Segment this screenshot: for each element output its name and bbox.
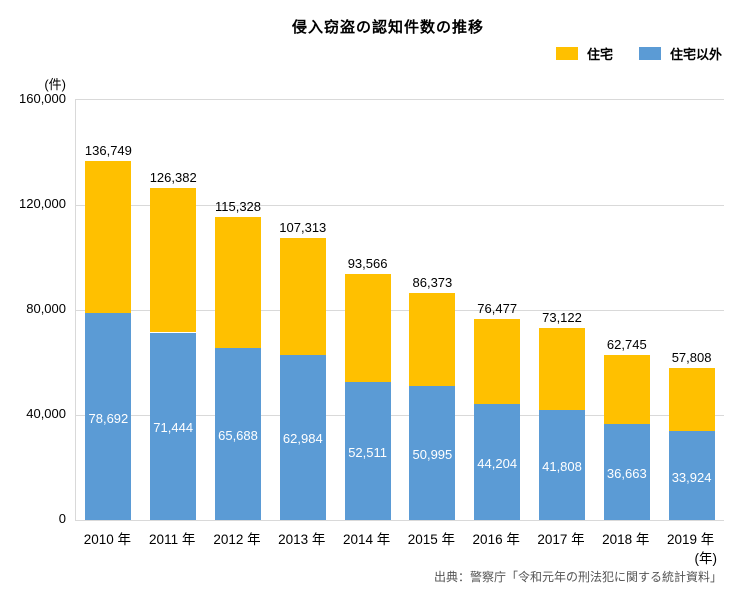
- bar-value-label: 65,688: [218, 427, 258, 443]
- y-axis-unit-label: (件): [44, 77, 66, 92]
- gridline: [76, 310, 724, 311]
- plot-area: 136,749 78,692 126,382 71,444 115,328 65,688 1…: [75, 99, 724, 521]
- x-axis-tick-label: 2011 年: [149, 532, 196, 547]
- legend-swatch-icon: [555, 47, 578, 60]
- bar-group: 86,373 50,995: [409, 275, 456, 520]
- bar-value-label: 78,692: [88, 410, 129, 426]
- legend-label: 住宅: [586, 47, 613, 62]
- bar-total-label: 86,373: [412, 275, 453, 291]
- bar-segment-non-residential: [409, 386, 456, 520]
- y-axis-tick-label: 0: [58, 511, 66, 526]
- x-axis-tick-label: 2017 年: [537, 532, 585, 547]
- bar-total-label: 76,477: [477, 301, 518, 317]
- bar-segment-residential: [603, 355, 650, 424]
- bar-total-label: 62,745: [606, 337, 647, 353]
- x-axis-unit-label: (年): [694, 551, 718, 566]
- bar-segment-non-residential: [85, 313, 132, 520]
- bar-segment-residential: [279, 238, 326, 355]
- bar-segment-non-residential: [474, 404, 521, 520]
- y-axis-tick-label: 40,000: [26, 406, 66, 421]
- x-axis-tick-label: 2015 年: [407, 532, 456, 547]
- bar-group: 57,808 33,924: [668, 350, 715, 520]
- bar-group: 73,122 41,808: [539, 310, 585, 520]
- bar-group: 126,382 71,444: [150, 170, 197, 520]
- x-axis-tick-label: 2012 年: [213, 532, 261, 547]
- bar-value-label: 41,808: [542, 459, 582, 475]
- legend-item: 住宅: [555, 44, 613, 63]
- x-axis-tick-label: 2019 年: [666, 532, 715, 547]
- bar-total-label: 57,808: [671, 350, 712, 366]
- bar-value-label: 33,924: [671, 469, 712, 485]
- bar-value-label: 44,204: [477, 456, 518, 471]
- bar-group: 76,477 44,204: [474, 301, 521, 520]
- bar-group: 62,745 36,663: [603, 337, 650, 520]
- bar-segment-non-residential: [150, 332, 197, 520]
- bar-segment-residential: [409, 293, 456, 387]
- bar-total-label: 107,313: [279, 220, 327, 236]
- bar-segment-residential: [85, 161, 132, 314]
- y-axis-tick-label: 160,000: [19, 91, 66, 106]
- bar-value-label: 52,511: [348, 445, 387, 461]
- legend-label: 住宅以外: [669, 47, 722, 62]
- bar-segment-residential: [344, 274, 391, 383]
- bar-value-label: 36,663: [606, 465, 647, 481]
- bar-segment-non-residential: [603, 423, 650, 520]
- bar-group: 115,328 65,688: [215, 199, 261, 520]
- x-axis-tick-label: 2010 年: [83, 532, 132, 547]
- bar-total-label: 136,749: [84, 143, 132, 158]
- bar-segment-non-residential: [344, 382, 391, 520]
- legend: 住宅 住宅以外: [555, 44, 722, 63]
- bar-total-label: 73,122: [542, 310, 582, 326]
- bar-segment-residential: [215, 217, 261, 348]
- gridline: [76, 415, 724, 416]
- chart-title: 侵入窃盗の認知件数の推移: [291, 19, 484, 36]
- bar-segment-residential: [539, 328, 585, 411]
- bar-total-label: 126,382: [149, 170, 197, 186]
- bar-segment-non-residential: [539, 410, 585, 520]
- bar-segment-non-residential: [668, 430, 715, 520]
- x-axis-tick-label: 2016 年: [472, 532, 520, 547]
- legend-item: 住宅以外: [638, 44, 722, 63]
- y-axis-tick-label: 80,000: [26, 301, 66, 316]
- bar-value-label: 71,444: [153, 420, 194, 436]
- bar-value-label: 62,984: [282, 431, 323, 447]
- legend-swatch-icon: [638, 47, 661, 60]
- gridline: [76, 205, 724, 206]
- bar-segment-residential: [474, 319, 521, 404]
- source-note: 出典：警察庁「令和元年の刑法犯に関する統計資料」: [433, 570, 722, 584]
- y-axis-tick-label: 120,000: [19, 196, 66, 211]
- bar-segment-residential: [150, 188, 197, 333]
- bar-segment-non-residential: [279, 354, 326, 520]
- bar-group: 136,749 78,692: [85, 143, 132, 520]
- bar-segment-residential: [668, 368, 715, 431]
- x-axis-tick-label: 2018 年: [602, 532, 650, 547]
- x-axis-tick-label: 2013 年: [278, 532, 326, 547]
- bar-value-label: 50,995: [412, 447, 453, 463]
- bar-group: 107,313 62,984: [279, 220, 326, 520]
- bar-total-label: 93,566: [347, 256, 388, 272]
- bar-total-label: 115,328: [214, 199, 262, 215]
- x-axis-tick-label: 2014 年: [342, 532, 391, 547]
- bar-group: 93,566 52,511: [344, 256, 391, 520]
- bar-segment-non-residential: [215, 347, 261, 520]
